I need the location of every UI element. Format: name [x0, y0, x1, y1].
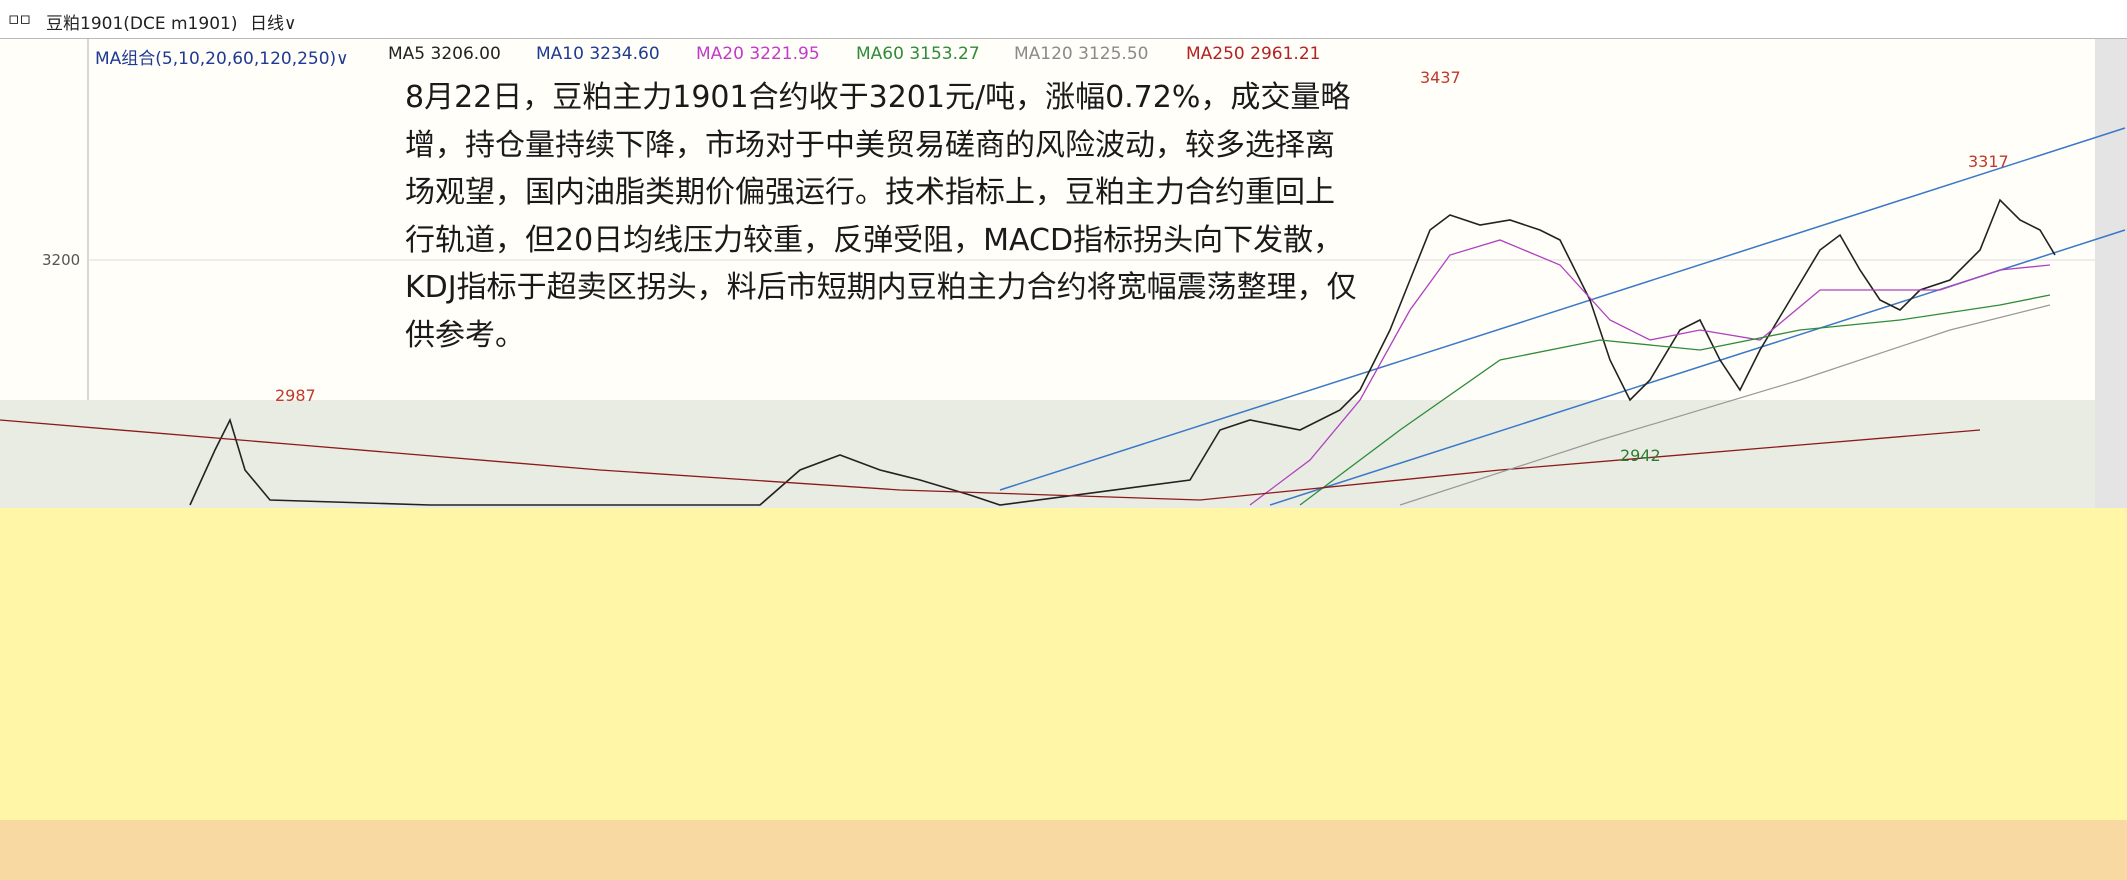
layout-icon[interactable]: ▫▫ — [8, 9, 32, 29]
ma-legend-item: MA120 3125.50 — [1014, 44, 1149, 64]
commentary-line: 场观望，国内油脂类期价偏强运行。技术指标上，豆粕主力合约重回上 — [405, 175, 1335, 211]
price-extreme-label: 2987 — [275, 386, 316, 405]
price-extreme-label: 2942 — [1620, 446, 1661, 465]
commentary-line: 8月22日，豆粕主力1901合约收于3201元/吨，涨幅0.72%，成交量略 — [405, 80, 1351, 115]
ma-legend-item: MA60 3153.27 — [856, 44, 980, 64]
commentary-line: KDJ指标于超卖区拐头，料后市短期内豆粕主力合约将宽幅震荡整理，仅 — [405, 270, 1357, 306]
ma-legend-item: MA10 3234.60 — [536, 44, 660, 64]
price-axis-label: 3200 — [42, 251, 81, 269]
channel-upper — [999, 127, 2126, 491]
ma-legend-item: MA20 3221.95 — [696, 44, 820, 64]
toolbar: ▫▫ 豆粕1901(DCE m1901) 日线∨ — [0, 0, 2127, 39]
ma-legend-item: MA250 2961.21 — [1186, 44, 1321, 64]
volume-band — [0, 820, 2127, 880]
period-selector[interactable]: 日线∨ — [250, 14, 297, 34]
ma-legend: MA组合(5,10,20,60,120,250)∨ MA5 3206.00 MA1… — [0, 40, 2127, 69]
commentary-line: 行轨道，但20日均线压力较重，反弹受阻，MACD指标拐头向下发散， — [405, 222, 1344, 258]
commentary: 8月22日，豆粕主力1901合约收于3201元/吨，涨幅0.72%，成交量略 增，… — [405, 74, 1405, 360]
ma-group-selector[interactable]: MA组合(5,10,20,60,120,250)∨ — [95, 49, 349, 69]
ma250-line — [0, 419, 1981, 501]
ma120-line — [1399, 304, 2051, 506]
ma20-line — [1249, 239, 2051, 506]
price-extreme-label: 3317 — [1968, 152, 2009, 171]
symbol-name[interactable]: 豆粕1901(DCE m1901) — [46, 14, 238, 34]
indicator-panel — [0, 508, 2127, 880]
ma-legend-item: MA5 3206.00 — [388, 44, 501, 64]
lower-panel-background — [0, 400, 2095, 508]
price-extreme-label: 3437 — [1420, 68, 1461, 87]
ma60-line — [1299, 294, 2051, 506]
scrollbar[interactable] — [2095, 38, 2127, 508]
price-line — [189, 198, 2056, 506]
commentary-line: 增，持仓量持续下降，市场对于中美贸易磋商的风险波动，较多选择离 — [405, 127, 1335, 163]
commentary-line: 供参考。 — [405, 317, 525, 353]
